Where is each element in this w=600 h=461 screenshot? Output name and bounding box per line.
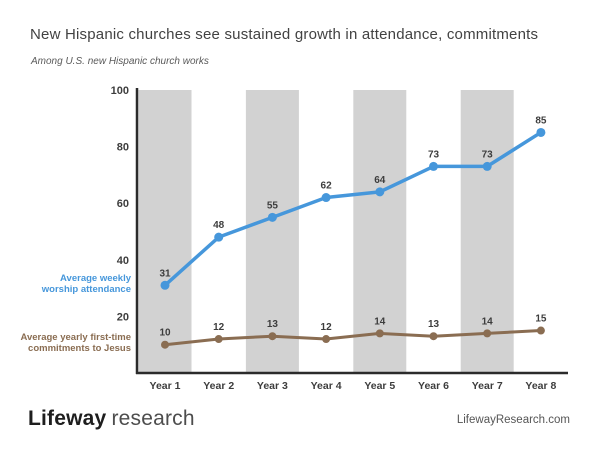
attendance-value-label-7: 73 bbox=[482, 149, 494, 160]
commitments-value-label-3: 13 bbox=[267, 319, 279, 330]
attendance-point-2 bbox=[214, 232, 224, 242]
legend-commitments-line1: Average yearly first-time bbox=[20, 332, 131, 343]
plot-band-year-1 bbox=[138, 90, 192, 373]
attendance-value-label-6: 73 bbox=[428, 149, 440, 160]
x-tick-label-year-6: Year 6 bbox=[418, 380, 449, 392]
plot-band-year-5 bbox=[353, 90, 407, 373]
brand-logo-light: research bbox=[111, 407, 195, 430]
y-tick-label-20: 20 bbox=[117, 311, 129, 323]
x-tick-label-year-4: Year 4 bbox=[311, 380, 342, 392]
attendance-point-1 bbox=[160, 280, 170, 290]
commitments-point-1 bbox=[161, 340, 169, 349]
brand-logo: Lifeway research bbox=[28, 407, 195, 431]
commitments-value-label-1: 10 bbox=[159, 328, 171, 339]
x-tick-label-year-7: Year 7 bbox=[472, 380, 503, 392]
plot-band-year-7 bbox=[460, 90, 514, 373]
x-tick-label-year-2: Year 2 bbox=[203, 380, 234, 392]
commitments-point-4 bbox=[322, 335, 331, 344]
x-tick-label-year-1: Year 1 bbox=[150, 380, 181, 392]
commitments-line bbox=[163, 329, 543, 347]
attendance-value-label-8: 85 bbox=[535, 115, 547, 126]
plot-band-year-3 bbox=[245, 90, 299, 373]
attendance-point-4 bbox=[321, 193, 331, 203]
attendance-point-6 bbox=[429, 161, 438, 171]
commitments-point-3 bbox=[268, 332, 277, 341]
x-tick-label-year-8: Year 8 bbox=[525, 380, 556, 392]
y-tick-label-60: 60 bbox=[117, 198, 129, 210]
commitments-value-label-5: 14 bbox=[374, 316, 386, 327]
page-subtitle: Among U.S. new Hispanic church works bbox=[31, 56, 209, 67]
commitments-point-2 bbox=[214, 335, 223, 344]
commitments-point-6 bbox=[429, 332, 438, 341]
legend-attendance-line1: Average weekly bbox=[60, 273, 131, 284]
y-tick-label-100: 100 bbox=[111, 85, 129, 97]
website-link[interactable]: LifewayResearch.com bbox=[456, 414, 570, 426]
line-chart-canvas: 20 40 60 80 100 Year 1 Year 2 Year 3 Year 4 Year … bbox=[111, 85, 568, 392]
commitments-value-label-2: 12 bbox=[213, 322, 225, 333]
commitments-point-8 bbox=[536, 326, 545, 335]
attendance-point-5 bbox=[375, 187, 385, 197]
attendance-point-7 bbox=[482, 161, 492, 171]
x-tick-label-year-5: Year 5 bbox=[364, 380, 395, 392]
attendance-value-label-3: 55 bbox=[267, 200, 279, 211]
attendance-value-label-5: 64 bbox=[374, 175, 386, 186]
page-title: New Hispanic churches see sustained grow… bbox=[30, 26, 539, 43]
x-tick-label-year-3: Year 3 bbox=[257, 380, 288, 392]
commitments-value-label-4: 12 bbox=[321, 322, 333, 333]
commitments-value-label-6: 13 bbox=[428, 319, 440, 330]
attendance-value-label-2: 48 bbox=[213, 220, 225, 231]
attendance-value-label-4: 62 bbox=[321, 181, 333, 192]
attendance-line bbox=[163, 130, 543, 288]
attendance-point-3 bbox=[267, 212, 277, 222]
commitments-value-label-7: 14 bbox=[482, 316, 494, 327]
legend-commitments-line2: commitments to Jesus bbox=[28, 343, 131, 354]
legend-attendance-line2: worship attendance bbox=[41, 284, 131, 295]
legend-commitments: Average yearly first-time commitments to… bbox=[19, 332, 131, 354]
commitments-value-label-8: 15 bbox=[535, 314, 547, 325]
commitments-point-7 bbox=[483, 329, 492, 338]
y-tick-label-40: 40 bbox=[117, 255, 129, 267]
attendance-point-8 bbox=[536, 127, 546, 137]
y-tick-label-80: 80 bbox=[117, 142, 129, 154]
commitments-point-5 bbox=[375, 329, 384, 338]
attendance-value-label-1: 31 bbox=[159, 268, 171, 279]
brand-logo-bold: Lifeway bbox=[28, 407, 107, 430]
legend-attendance: Average weekly worship attendance bbox=[19, 273, 131, 295]
